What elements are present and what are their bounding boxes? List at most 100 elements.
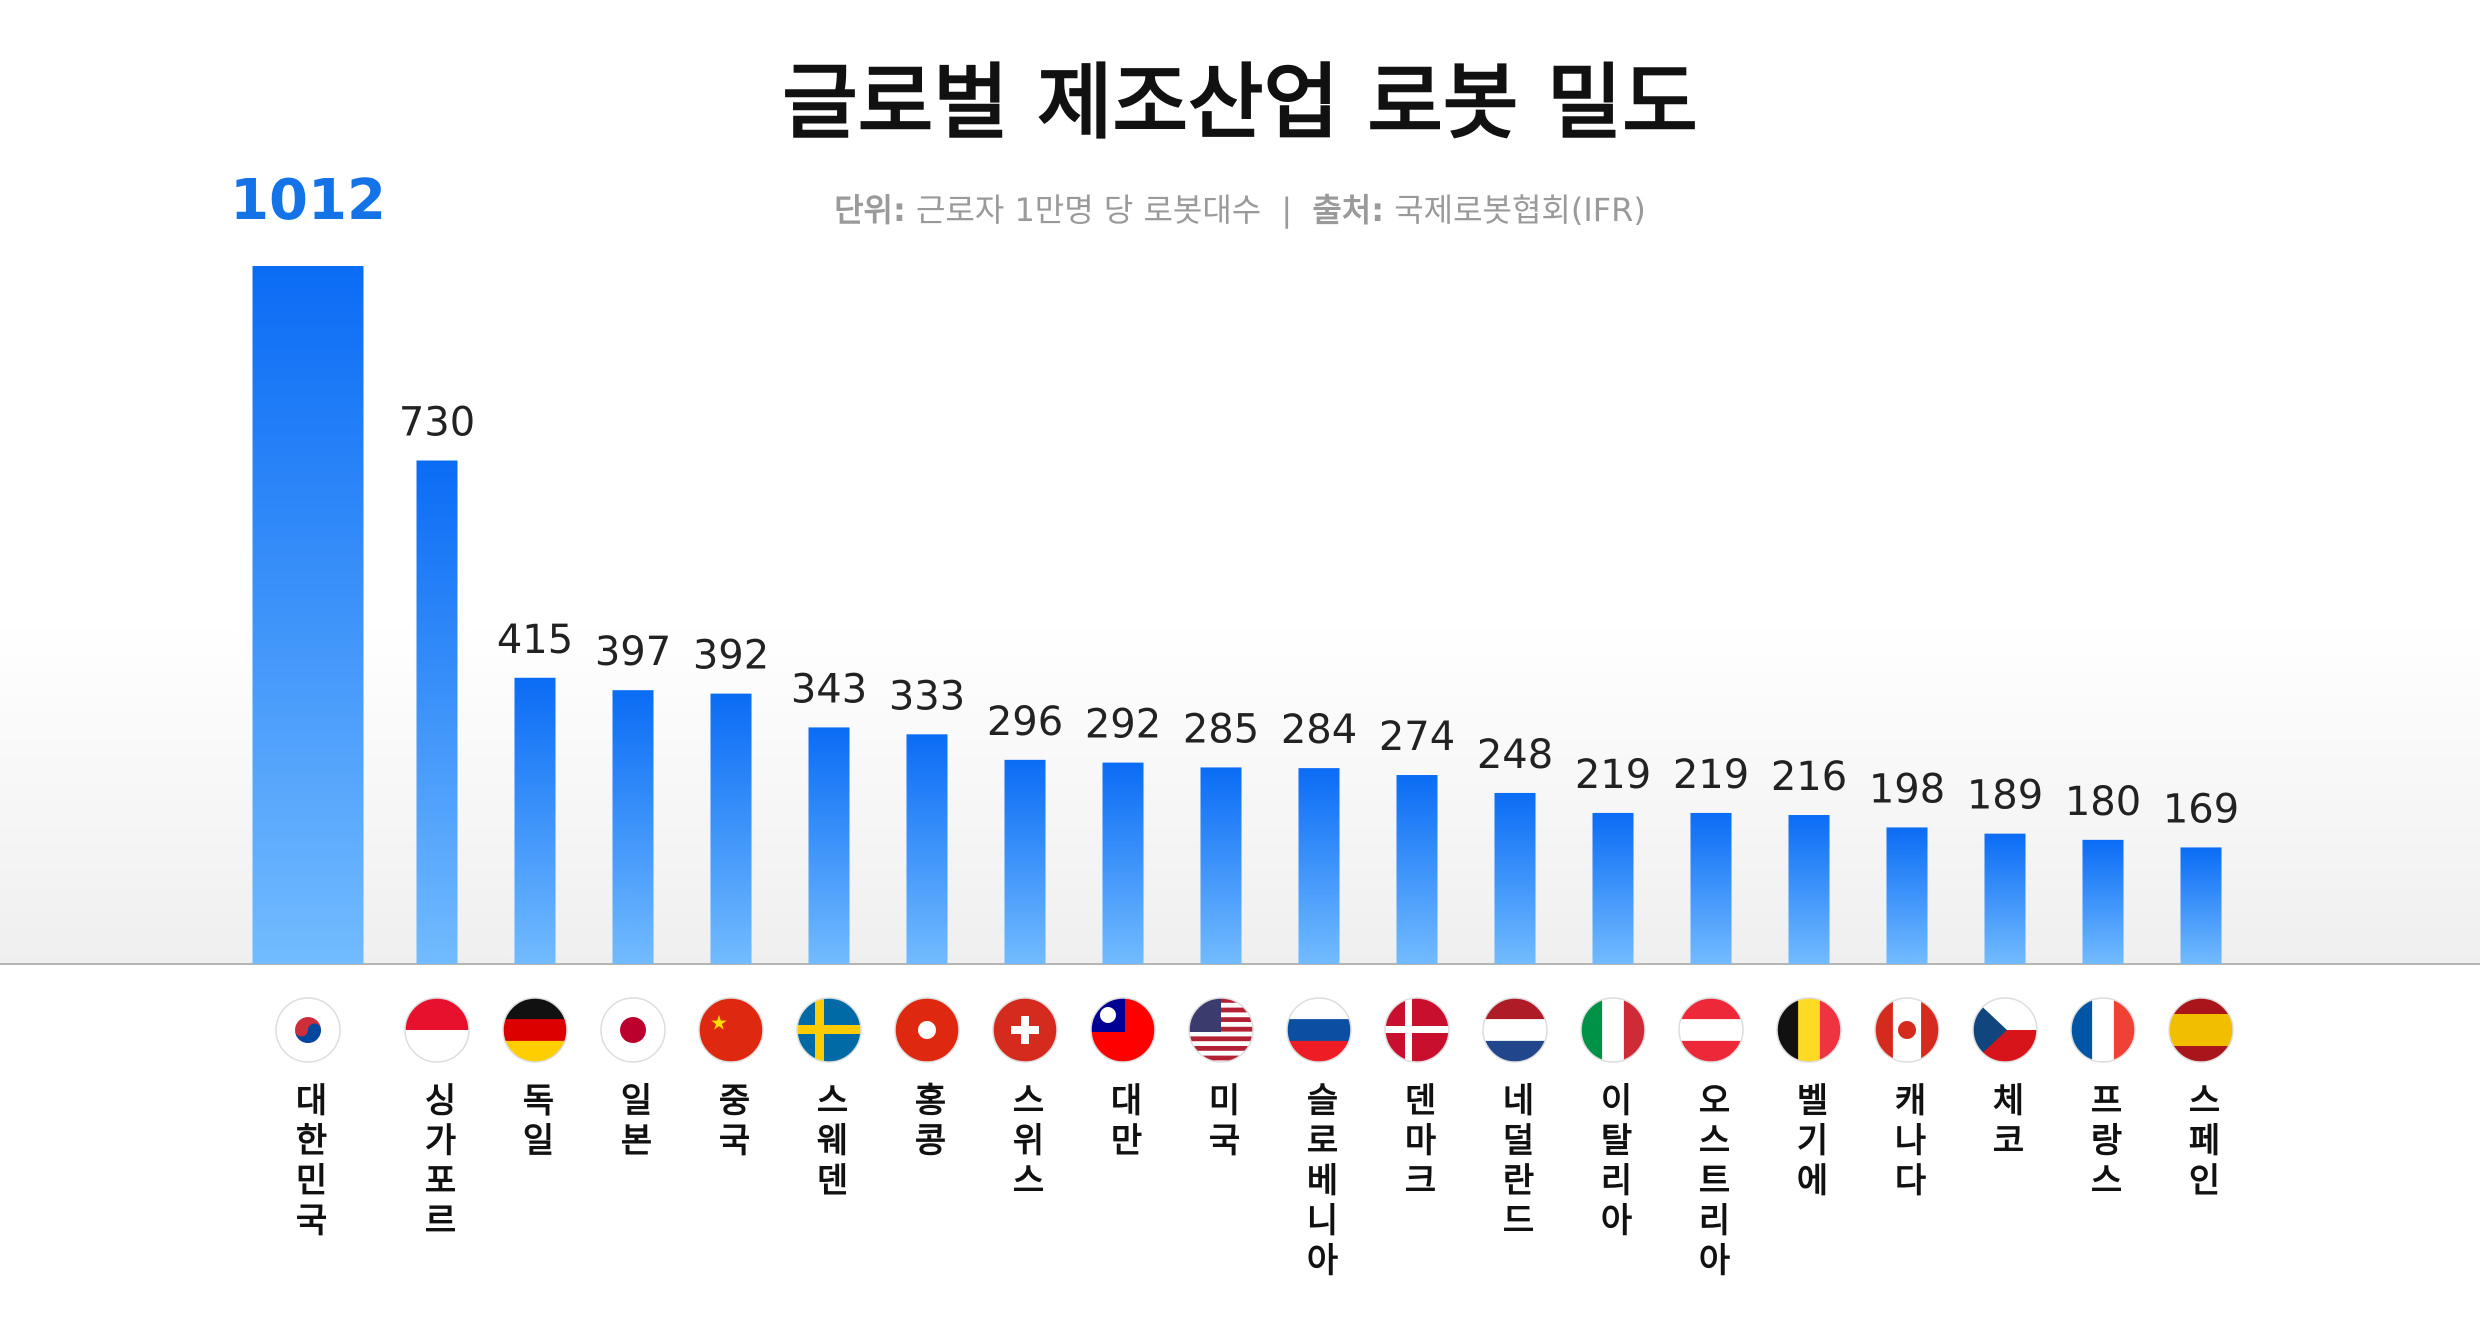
flag-emblem: [918, 1021, 936, 1039]
flag-border: [1482, 997, 1548, 1063]
flag-border: [1580, 997, 1646, 1063]
flag-stripe: [1483, 1040, 1547, 1062]
bar: [906, 734, 948, 964]
flag-stripe: [1189, 1050, 1253, 1056]
flag-border: [1776, 997, 1842, 1063]
flag-border: [275, 997, 341, 1063]
flag-stripe: [1287, 998, 1351, 1020]
flag: [1286, 997, 1352, 1063]
value-label: 198: [1869, 766, 1945, 812]
value-label: 343: [791, 666, 867, 712]
flag-sun: [1100, 1007, 1116, 1023]
bar: [1592, 812, 1634, 964]
flag-stripe: [1189, 1031, 1253, 1037]
flag-stripe: [405, 1030, 469, 1062]
flag-border: [502, 997, 568, 1063]
value-label: 169: [2163, 786, 2239, 832]
flag-border: [698, 997, 764, 1063]
value-label: 219: [1575, 752, 1651, 798]
flag: [1972, 997, 2038, 1063]
flag-stripe: [503, 998, 567, 1020]
flag-stripe: [1679, 1019, 1743, 1042]
bar: [808, 727, 850, 964]
x-tick-label: 체코: [1985, 1082, 2025, 1162]
value-label: 274: [1379, 714, 1455, 760]
flag: ★: [698, 997, 764, 1063]
bar: [1494, 792, 1536, 964]
flag-border: [1090, 997, 1156, 1063]
value-label: 189: [1967, 773, 2043, 819]
source: 국제로봇협회(IFR): [1394, 191, 1646, 229]
bar: [1886, 827, 1928, 964]
x-tick-label: 캐나다: [1887, 1082, 1927, 1202]
flag-border: [796, 997, 862, 1063]
bar: [710, 693, 752, 964]
x-tick-label: 스웨덴: [809, 1082, 849, 1202]
x-tick-label: 이탈리아: [1593, 1082, 1633, 1242]
flag: [1580, 997, 1646, 1063]
flag-star: ★: [710, 1011, 728, 1035]
flag-stripe: [1287, 1040, 1351, 1062]
flag-stripe: [1819, 998, 1841, 1062]
flag-fill: [276, 998, 340, 1062]
flag-fill: [1973, 998, 2037, 1062]
x-tick-label: 벨기에: [1789, 1082, 1829, 1202]
value-label: 730: [399, 400, 475, 446]
value-label: 415: [497, 617, 573, 663]
flag-border: [1188, 997, 1254, 1063]
flag-border: [2168, 997, 2234, 1063]
flag-stripe: [1798, 998, 1821, 1062]
bar: [1200, 767, 1242, 964]
flag-stripe: [2169, 1046, 2233, 1062]
value-label: 296: [987, 699, 1063, 745]
flag-border: [992, 997, 1058, 1063]
flag-fill: [2071, 998, 2135, 1062]
flag: [1776, 997, 1842, 1063]
unit-label: 단위:: [834, 191, 906, 229]
flag-stripe: [1602, 998, 1625, 1062]
x-tick-label: 프랑스: [2083, 1082, 2123, 1202]
x-tick-label: 대만: [1103, 1082, 1143, 1162]
flag: [2070, 997, 2136, 1063]
flag-fill: [1189, 998, 1253, 1062]
x-tick-label: 홍콩: [907, 1082, 947, 1162]
flag-cross: [797, 1025, 861, 1034]
unit: 근로자 1만명 당 로봇대수: [916, 191, 1261, 229]
flag-border: [1874, 997, 1940, 1063]
value-label: 292: [1085, 702, 1161, 748]
flag-stripe: [2092, 998, 2115, 1062]
flag-stripe: [503, 1019, 567, 1042]
value-label: 333: [889, 673, 965, 719]
flag-fill: [503, 998, 567, 1062]
flag: [894, 997, 960, 1063]
value-label: 284: [1281, 707, 1357, 753]
flag-fill: [1483, 998, 1547, 1062]
bar: [1298, 768, 1340, 964]
flag-fill: [2169, 998, 2233, 1062]
value-label: 219: [1673, 752, 1749, 798]
flag: [992, 997, 1058, 1063]
flag: [1090, 997, 1156, 1063]
x-tick-label: 독일: [515, 1082, 555, 1162]
flag-border: [1286, 997, 1352, 1063]
flag-border: [1678, 997, 1744, 1063]
bar: [2082, 839, 2124, 964]
flag-stripe: [2113, 998, 2135, 1062]
flag-border: [600, 997, 666, 1063]
flag: [1188, 997, 1254, 1063]
x-tick-label: 스페인: [2181, 1082, 2221, 1202]
subtitle: 단위: 근로자 1만명 당 로봇대수 | 출처: 국제로봇협회(IFR): [834, 191, 1646, 229]
flag-fill: ★: [699, 998, 763, 1062]
flag-stripe: [699, 998, 763, 1062]
flag-stripe: [1777, 998, 1799, 1062]
bar: [1102, 762, 1144, 964]
value-label: 397: [595, 629, 671, 675]
value-label: 180: [2065, 779, 2141, 825]
bar: [1004, 759, 1046, 964]
x-tick-label: 미국: [1201, 1082, 1241, 1162]
flag-cross: [1385, 1026, 1449, 1033]
flag-stripe: [1483, 998, 1547, 1020]
bar: [1984, 833, 2026, 964]
x-tick-label: 스위스: [1005, 1082, 1045, 1202]
